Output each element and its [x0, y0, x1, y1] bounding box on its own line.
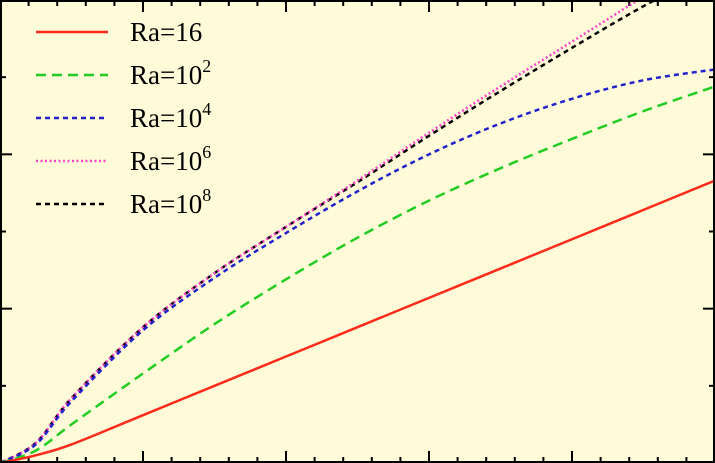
legend: Ra=16 Ra=102 Ra=104 Ra=106 Ra=108: [36, 17, 211, 219]
legend-label-ra-16: Ra=16: [130, 17, 202, 47]
legend-label-exponent: 2: [202, 56, 211, 76]
legend-label-ra-10-4: Ra=104: [130, 99, 211, 133]
legend-label-exponent: 4: [202, 99, 211, 119]
legend-label-exponent: 6: [202, 142, 211, 162]
legend-label-exponent: 8: [202, 185, 211, 205]
series-line-ra-16: [0, 179, 715, 463]
legend-label-ra-10-8: Ra=108: [130, 185, 211, 219]
legend-label-ra-10-6: Ra=106: [130, 142, 211, 176]
legend-label-ra-10-2: Ra=102: [130, 56, 211, 90]
series-line-ra-10-2: [0, 85, 715, 463]
